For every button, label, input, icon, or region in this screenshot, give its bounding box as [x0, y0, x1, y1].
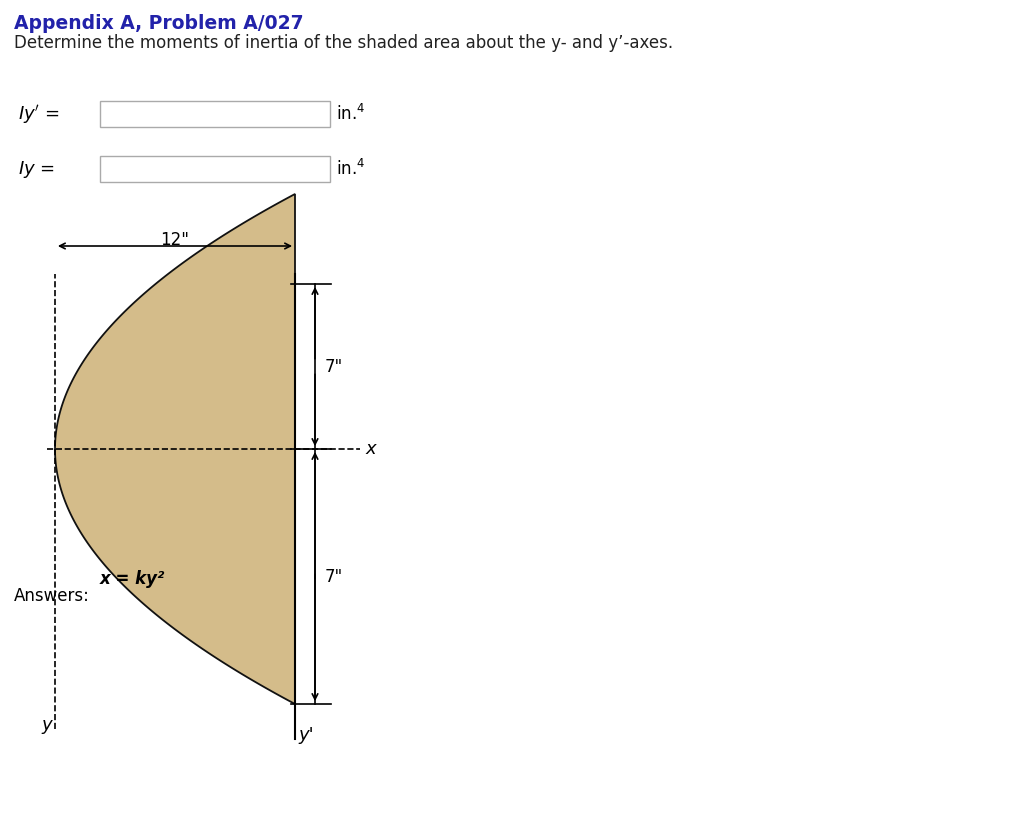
Text: y': y' [298, 726, 313, 744]
Text: in.$^{4}$: in.$^{4}$ [336, 104, 366, 124]
Text: Answers:: Answers: [14, 587, 90, 605]
Text: 12": 12" [161, 231, 189, 249]
Text: 7": 7" [325, 568, 343, 586]
Text: x: x [365, 440, 376, 458]
Text: y: y [42, 716, 52, 734]
Bar [100, 101, 330, 127]
Text: 7": 7" [325, 358, 343, 375]
Text: $Iy$ =: $Iy$ = [18, 159, 55, 179]
Text: x = ky²: x = ky² [100, 570, 165, 588]
Text: in.$^{4}$: in.$^{4}$ [336, 159, 366, 179]
Text: $Iy'$ =: $Iy'$ = [18, 102, 59, 125]
Text: Appendix A, Problem A/027: Appendix A, Problem A/027 [14, 14, 304, 33]
Text: Determine the moments of inertia of the shaded area about the y- and y’-axes.: Determine the moments of inertia of the … [14, 34, 673, 52]
Polygon shape [55, 194, 295, 704]
Bar [100, 156, 330, 182]
